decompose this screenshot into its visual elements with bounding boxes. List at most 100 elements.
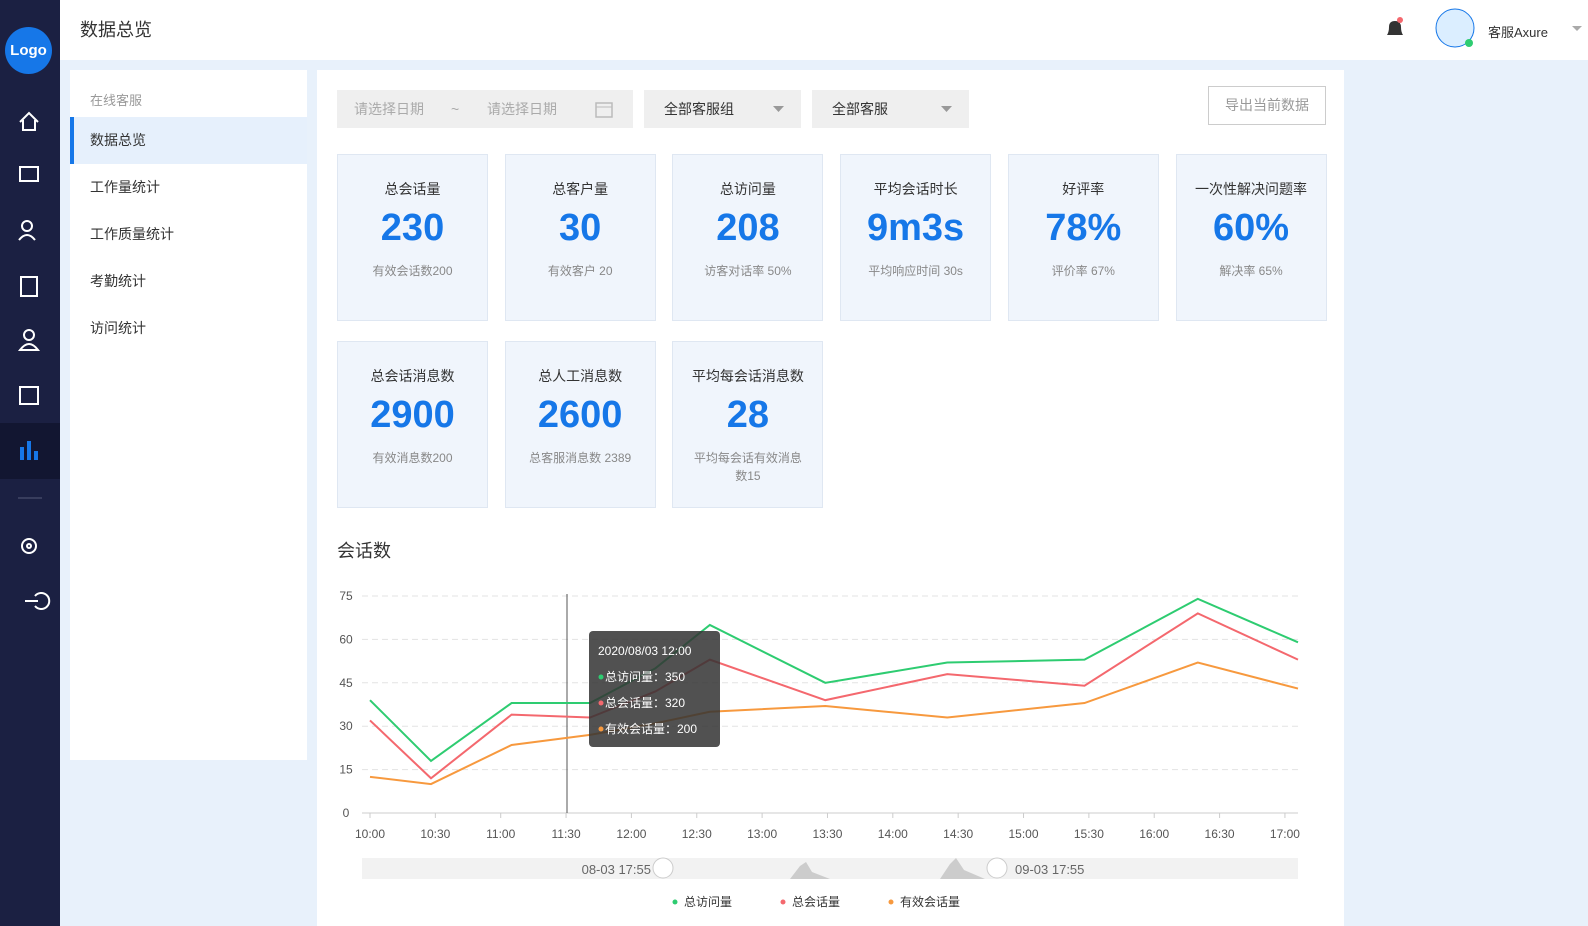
stat-card: 平均会话时长 9m3s 平均响应时间 30s: [840, 154, 992, 321]
legend-dot: [780, 899, 786, 905]
legend-label: 总会话量: [792, 895, 840, 909]
card-title: 好评率: [1062, 181, 1105, 197]
tooltip-dot: [598, 700, 604, 706]
users-icon[interactable]: [21, 220, 33, 232]
y-tick-label: 60: [339, 632, 353, 646]
menu-item[interactable]: 访问统计: [90, 320, 146, 336]
x-tick-label: 17:00: [1270, 827, 1300, 841]
logo[interactable]: Logo: [5, 27, 52, 74]
x-tick-label: 10:00: [355, 827, 385, 841]
tooltip-title: 2020/08/03 12:00: [598, 644, 692, 658]
x-tick-label: 14:00: [878, 827, 908, 841]
card-title: 平均会话时长: [873, 181, 958, 197]
x-tick-label: 16:00: [1139, 827, 1169, 841]
card-value: 78%: [1045, 207, 1122, 249]
card-note: 访客对话率 50%: [704, 264, 792, 278]
agent-select[interactable]: 全部客服: [812, 90, 969, 128]
card-note: 有效会话数200: [372, 264, 453, 278]
slider-start: 08-03 17:55: [582, 862, 651, 877]
slider-handle: [986, 857, 1008, 879]
card-note: 有效客户 20: [547, 264, 613, 278]
agent-text: 全部客服: [832, 101, 888, 117]
legend-label: 有效会话量: [900, 894, 960, 909]
tooltip: [589, 631, 720, 747]
stat-card: 总客户量 30 有效客户 20: [504, 154, 656, 321]
card-value: 208: [716, 207, 780, 249]
tooltip-item: 有效会话量：200: [605, 721, 697, 736]
x-tick-label: 13:30: [812, 827, 842, 841]
start-date[interactable]: 请选择日期: [354, 101, 424, 117]
menu-item[interactable]: 工作质量统计: [90, 226, 174, 242]
settings-icon[interactable]: [21, 538, 37, 554]
card-value: 28: [726, 394, 770, 436]
tooltip-item: 总访问量：350: [605, 670, 685, 684]
sidebar: Logo: [0, 0, 60, 926]
doc-icon[interactable]: [20, 276, 38, 297]
menu-item[interactable]: 考勤统计: [90, 273, 146, 289]
card-value: 60%: [1212, 207, 1290, 249]
card-note: 评价率 67%: [1051, 264, 1115, 278]
avatar[interactable]: [1435, 8, 1479, 52]
slider-preview: [790, 858, 985, 879]
tooltip-dot: [598, 674, 604, 680]
x-tick-label: 12:30: [682, 827, 712, 841]
separator: ~: [451, 101, 460, 117]
stat-card: 总会话消息数 2900 有效消息数200: [337, 341, 488, 508]
date-range[interactable]: 请选择日期 ~ 请选择日期: [337, 90, 633, 128]
x-tick-label: 14:30: [943, 827, 973, 841]
card-value: 230: [380, 207, 445, 249]
x-tick-label: 15:30: [1074, 827, 1104, 841]
calendar-icon: [595, 102, 613, 118]
card-title: 平均每会话消息数: [691, 368, 804, 384]
y-tick-label: 45: [339, 676, 353, 690]
card-note: 总客服消息数 2389: [529, 451, 632, 465]
stat-card: 总访问量 208 访客对话率 50%: [672, 154, 824, 321]
stat-card: 好评率 78% 评价率 67%: [1007, 154, 1159, 321]
card-title: 总客户量: [552, 181, 609, 197]
list-icon[interactable]: [19, 386, 39, 405]
x-tick-label: 11:00: [486, 827, 515, 841]
y-tick-label: 75: [339, 589, 353, 603]
bell[interactable]: [1380, 15, 1410, 45]
card-title: 总访问量: [719, 181, 776, 197]
group-select[interactable]: 全部客服组: [644, 90, 801, 128]
menu-item[interactable]: 数据总览: [70, 117, 307, 164]
slider-end: 09-03 17:55: [1015, 862, 1084, 877]
card-title: 一次性解决问题率: [1195, 181, 1307, 197]
tooltip-dot: [598, 726, 604, 732]
stat-card: 总人工消息数 2600 总客服消息数 2389: [504, 341, 656, 508]
card-note: 解决率 65%: [1219, 264, 1283, 278]
x-tick-label: 16:30: [1205, 827, 1235, 841]
x-tick-label: 15:00: [1009, 827, 1039, 841]
card-value: 2900: [370, 394, 455, 436]
card-note: 平均每会话有效消息数15: [693, 451, 802, 483]
series-line: [369, 612, 1299, 780]
card-note: 有效消息数200: [372, 451, 453, 465]
card-note: 平均响应时间 30s: [868, 264, 963, 278]
x-tick-label: 10:30: [420, 827, 450, 841]
card-title: 总会话量: [384, 181, 441, 197]
user-icon[interactable]: [23, 329, 35, 341]
slider-handle: [652, 857, 674, 879]
card-title: 总会话消息数: [370, 368, 455, 384]
chart-title: 会话数: [337, 541, 391, 561]
legend-dot: [888, 899, 894, 905]
legend-label: 总访问量: [684, 895, 732, 909]
sub-menu: 在线客服 数据总览 工作量统计 工作质量统计 考勤统计 访问统计: [70, 70, 307, 760]
menu-item[interactable]: 工作量统计: [90, 179, 160, 195]
card-title: 总人工消息数: [538, 368, 623, 384]
user-name[interactable]: 客服Axure: [1488, 25, 1548, 40]
page-title: 数据总览: [80, 20, 152, 40]
home-icon[interactable]: [19, 111, 39, 131]
chat-icon[interactable]: [19, 166, 39, 182]
y-tick-label: 0: [343, 806, 350, 820]
x-tick-label: 13:00: [747, 827, 777, 841]
export-button[interactable]: 导出当前数据: [1208, 86, 1326, 125]
card-value: 9m3s: [866, 207, 965, 249]
y-tick-label: 30: [339, 719, 353, 733]
end-date[interactable]: 请选择日期: [487, 101, 557, 117]
y-tick-label: 15: [339, 763, 353, 777]
logout-icon[interactable]: [25, 592, 51, 610]
stat-card: 总会话量 230 有效会话数200: [337, 154, 488, 321]
